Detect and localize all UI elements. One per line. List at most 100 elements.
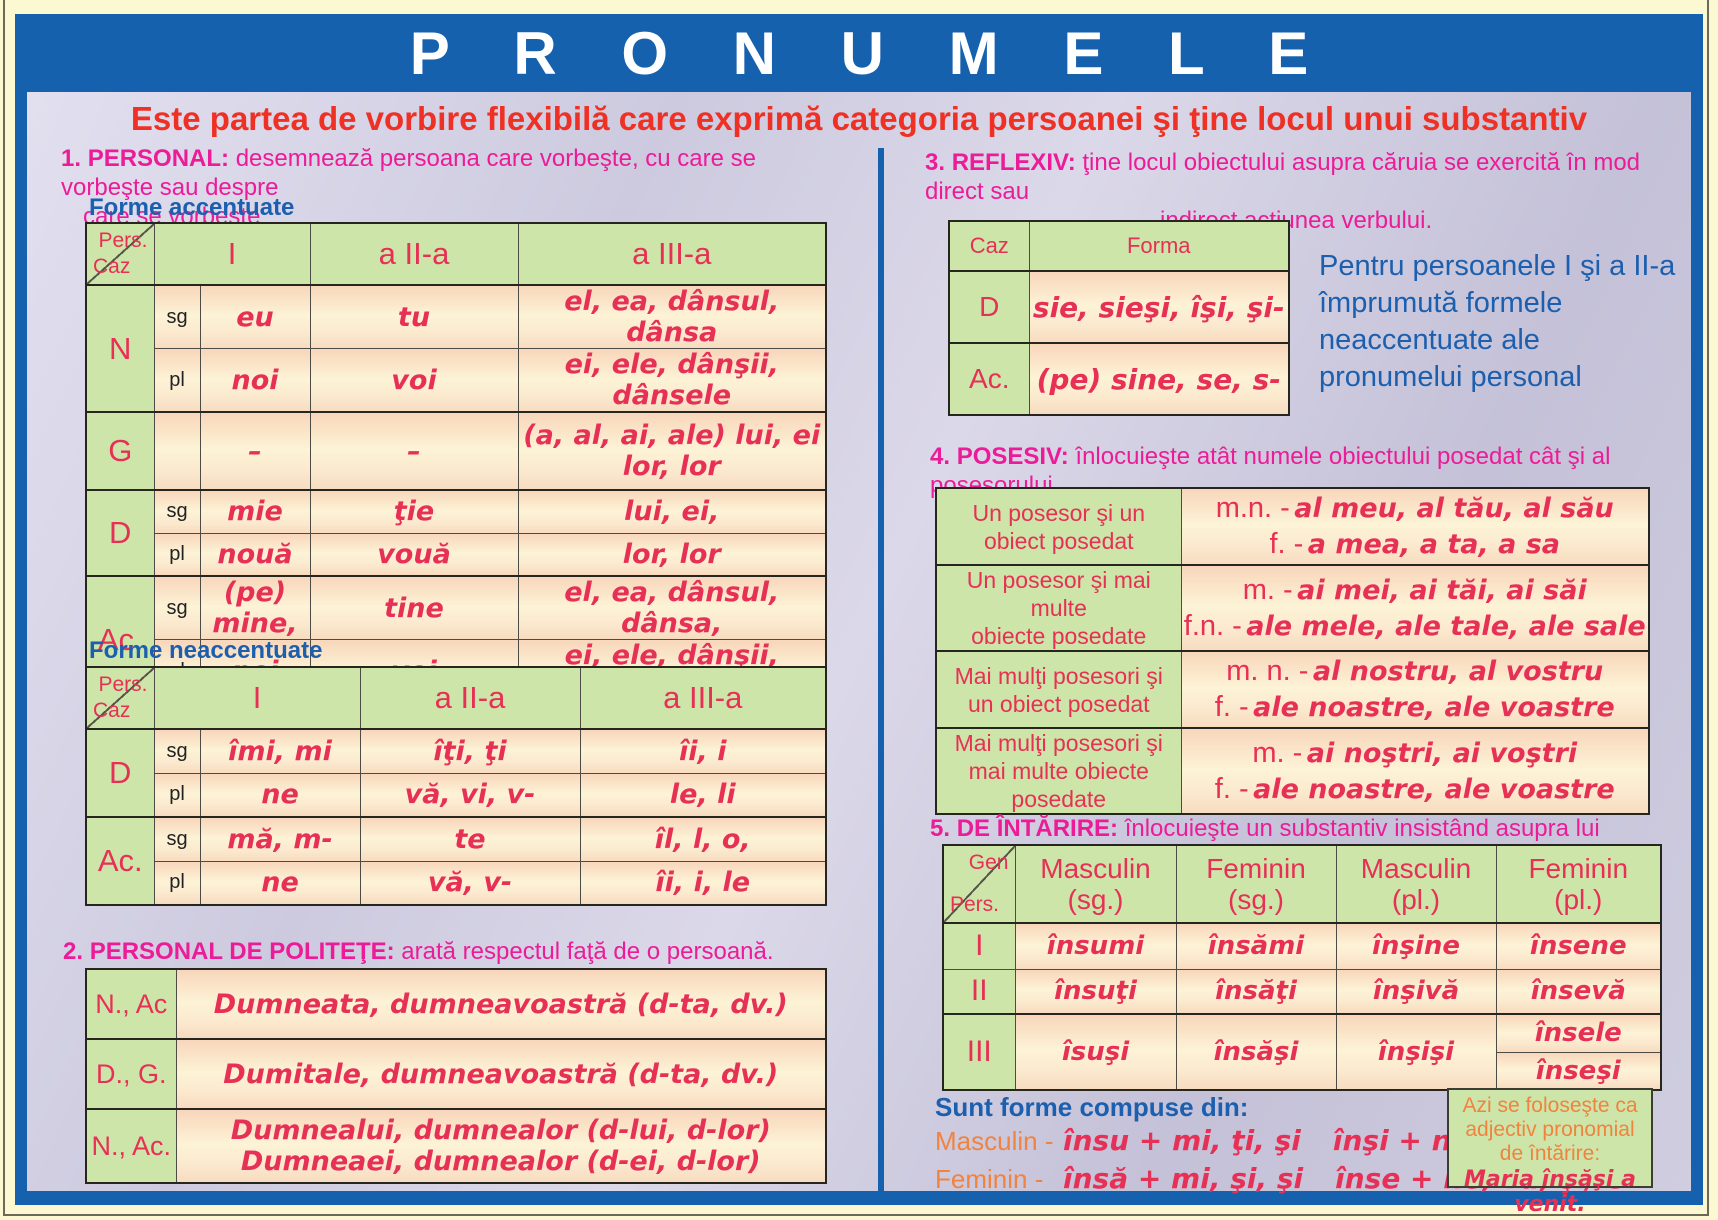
person-label: III [942,1013,1016,1091]
pronoun-cell: îmi, mi [199,728,361,774]
table-row: III îsuşi însăşi înşişi însele [942,1013,1662,1091]
header-line2: (sg.) [1228,884,1284,915]
case-label: Ac. [85,816,155,906]
forma-header: Forma [1028,220,1290,272]
form-value: ale noastre, ale voastre [1253,773,1615,805]
form-value: ai mei, ai tăi, ai săi [1297,574,1587,606]
possessor-label: Mai mulţi posesori şi mai multe obiecte … [935,727,1182,815]
person-col-header: a II-a [359,666,581,730]
header-line1: Masculin [1360,853,1472,884]
pronoun-cell: ne [199,772,361,818]
gender-tag: m. - [1242,573,1293,606]
possessor-label: Un posesor şi mai multe obiecte posedate [935,564,1182,652]
forme-neaccentuate-label: Forme neaccentuate [89,637,323,664]
person-col-header: I [153,666,361,730]
pronoun-cell: voi [309,348,519,413]
number-label: sg [153,728,201,774]
pronoun-cell: ei, ele, dânşii, dânsele [517,348,827,413]
forms-cell: m. - ai noştri, ai voştri f. - ale noast… [1180,727,1650,815]
gender-tag: m. n. - [1226,655,1309,687]
politete-table: N., Ac Dumneata, dumneavoastră (d-ta, dv… [85,968,827,1184]
reflexiv-note: Pentru persoanele I şi a II-a împrumută … [1319,250,1676,393]
gender-col-header: Masculin (sg.) [1014,844,1177,924]
form-value: ale mele, ale tale, ale sale [1246,610,1646,642]
pronoun-cell: însene [1495,922,1662,970]
pronoun-cell: nouă [199,532,311,577]
caz-header: Caz [948,220,1030,272]
table-row: Mai mulţi posesori şi un obiect posedat … [935,650,1650,729]
pronoun-cell: îl, l, o, [579,816,827,862]
number-label: sg [153,575,201,640]
section-desc-line1: desemnează persoana care vorbeşte, cu ca… [61,145,757,201]
form-value: al meu, al tău, al său [1294,493,1614,524]
table-row: pl ne vă, vi, v- le, li [86,772,827,818]
pronoun-cell: (pe) sine, se, s- [1028,342,1290,416]
pronoun-cell: însăţi [1175,968,1337,1015]
person-col-header: I [153,222,311,286]
number-label: pl [153,348,201,413]
number-label: pl [153,860,201,906]
header-line2: (pl.) [1391,884,1441,915]
section-desc-line1: înlocuieşte atât numele obiectului posed… [930,443,1611,499]
header-line1: Feminin [1206,853,1306,884]
table-row: pl nouă vouă lor, lor [86,532,827,577]
gender-col-header: Feminin (pl.) [1495,844,1662,924]
forms-cell: m. n. - al nostru, al vostru f. - ale no… [1180,650,1650,729]
pronoun-cell: eu [199,284,311,349]
pronoun-cell: îi, i [579,728,827,774]
pronoun-cell: îsuşi [1014,1013,1177,1091]
person-col-header: a III-a [517,222,827,286]
header-line1: Masculin [1040,853,1151,884]
pronoun-cell: însele [1495,1013,1662,1053]
form-value: a mea, a ta, a sa [1307,529,1561,560]
pronoun-cell: le, li [579,772,827,818]
pronoun-cell: înseşi [1495,1051,1662,1091]
table-row: I însumi însămi înşine însene [942,922,1662,970]
pers-caz-diagonal-cell: Pers. Caz [85,222,155,286]
case-label: D [85,489,155,577]
person-label: I [942,922,1016,970]
possessor-label: Un posesor şi un obiect posedat [935,487,1182,566]
section-label: PERSONAL: [87,145,230,172]
note-text: Azi se foloseşte ca adjectiv pronomial d… [1462,1094,1638,1165]
pronoun-cell: însăşi [1175,1013,1337,1091]
pronoun-cell: înşivă [1335,968,1497,1015]
section-desc: arată respectul faţă de o persoană. [401,938,774,965]
pronoun-cell: tine [309,575,519,640]
gender-col-header: Masculin (pl.) [1335,844,1497,924]
pronoun-cell: Dumnealui, dumnealor (d-lui, d-lor) Dumn… [175,1108,827,1184]
pronoun-cell: îi, i, le [579,860,827,906]
case-label: D., G. [85,1038,177,1110]
pronoun-cell: (pe) mine, [199,575,311,640]
forms-cell: m.n. - al meu, al tău, al său f. - a mea… [1180,487,1650,566]
section-label: POSESIV: [956,443,1069,470]
pronoun-cell: lor, lor [517,532,827,577]
table-row: Un posesor şi mai multe obiecte posedate… [935,564,1650,652]
pronoun-cell: lui, ei, [517,489,827,534]
adjective-note-box: Azi se foloseşte ca adjectiv pronomial d… [1447,1088,1653,1217]
pronoun-cell: sie, sieşi, îşi, şi- [1028,270,1290,344]
case-label: Ac. [948,342,1030,416]
compose-intro: Sunt forme compuse din: [935,1092,1249,1122]
table-row: II însuţi însăţi înşivă însevă [942,968,1662,1015]
table-row: D sie, sieşi, îşi, şi- [948,270,1290,344]
pronoun-cell: însumi [1014,922,1177,970]
masculin-label: Masculin - [935,1126,1054,1156]
posesiv-table: Un posesor şi un obiect posedat m.n. - a… [935,487,1650,815]
table-row: G – – (a, al, ai, ale) lui, ei lor, lor [85,411,827,491]
table-row: N sg eu tu el, ea, dânsul, dânsa [85,284,827,413]
number-label: sg [153,816,201,862]
form-value: ale noastre, ale voastre [1253,692,1615,723]
form-value: al nostru, al vostru [1312,656,1604,687]
poster-content: Este partea de vorbire flexibilă care ex… [27,92,1691,1217]
possessor-label: Mai mulţi posesori şi un obiect posedat [935,650,1182,729]
pers-caz-diagonal-cell: Pers. Caz [85,666,155,730]
diag-top-label: Gen [968,851,1009,874]
pronoun-cell: vă, v- [359,860,581,906]
diag-bottom-label: Pers. [950,893,1000,916]
reflexiv-table: Caz Forma D sie, sieşi, îşi, şi- Ac. (pe… [948,220,1290,416]
table-row: D sg îmi, mi îţi, ţi îi, i [85,728,827,818]
pronoun-cell: vă, vi, v- [359,772,581,818]
table-row: N., Ac. Dumnealui, dumnealor (d-lui, d-l… [85,1108,827,1184]
section-number: 3. [925,149,946,176]
